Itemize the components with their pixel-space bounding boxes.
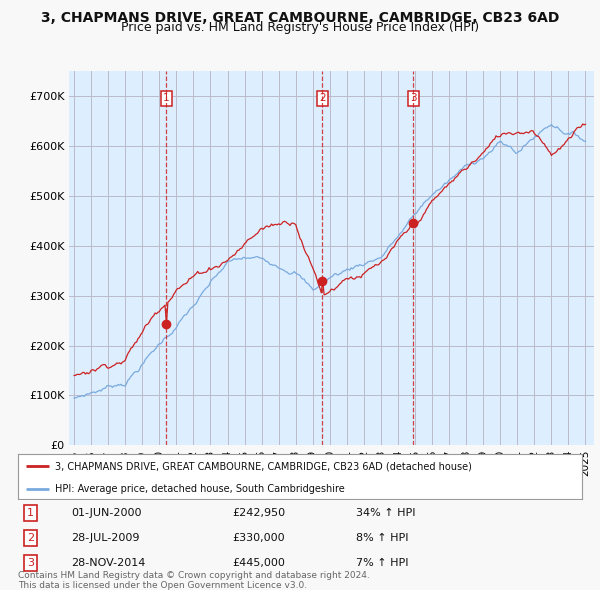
Text: HPI: Average price, detached house, South Cambridgeshire: HPI: Average price, detached house, Sout… xyxy=(55,484,344,494)
Text: Price paid vs. HM Land Registry's House Price Index (HPI): Price paid vs. HM Land Registry's House … xyxy=(121,21,479,34)
Text: 28-JUL-2009: 28-JUL-2009 xyxy=(71,533,140,543)
Text: 3, CHAPMANS DRIVE, GREAT CAMBOURNE, CAMBRIDGE, CB23 6AD (detached house): 3, CHAPMANS DRIVE, GREAT CAMBOURNE, CAMB… xyxy=(55,461,472,471)
Text: 1: 1 xyxy=(163,93,170,103)
Text: 8% ↑ HPI: 8% ↑ HPI xyxy=(356,533,409,543)
Text: 1: 1 xyxy=(27,509,34,519)
Text: 3: 3 xyxy=(27,558,34,568)
Text: 7% ↑ HPI: 7% ↑ HPI xyxy=(356,558,409,568)
Text: 3, CHAPMANS DRIVE, GREAT CAMBOURNE, CAMBRIDGE, CB23 6AD: 3, CHAPMANS DRIVE, GREAT CAMBOURNE, CAMB… xyxy=(41,11,559,25)
Text: 28-NOV-2014: 28-NOV-2014 xyxy=(71,558,146,568)
Text: 2: 2 xyxy=(319,93,326,103)
Text: £445,000: £445,000 xyxy=(232,558,285,568)
Text: 2: 2 xyxy=(27,533,34,543)
Text: £242,950: £242,950 xyxy=(232,509,286,519)
Text: £330,000: £330,000 xyxy=(232,533,285,543)
Text: 34% ↑ HPI: 34% ↑ HPI xyxy=(356,509,416,519)
Text: Contains HM Land Registry data © Crown copyright and database right 2024.
This d: Contains HM Land Registry data © Crown c… xyxy=(18,571,370,590)
Text: 01-JUN-2000: 01-JUN-2000 xyxy=(71,509,142,519)
Text: 3: 3 xyxy=(410,93,417,103)
